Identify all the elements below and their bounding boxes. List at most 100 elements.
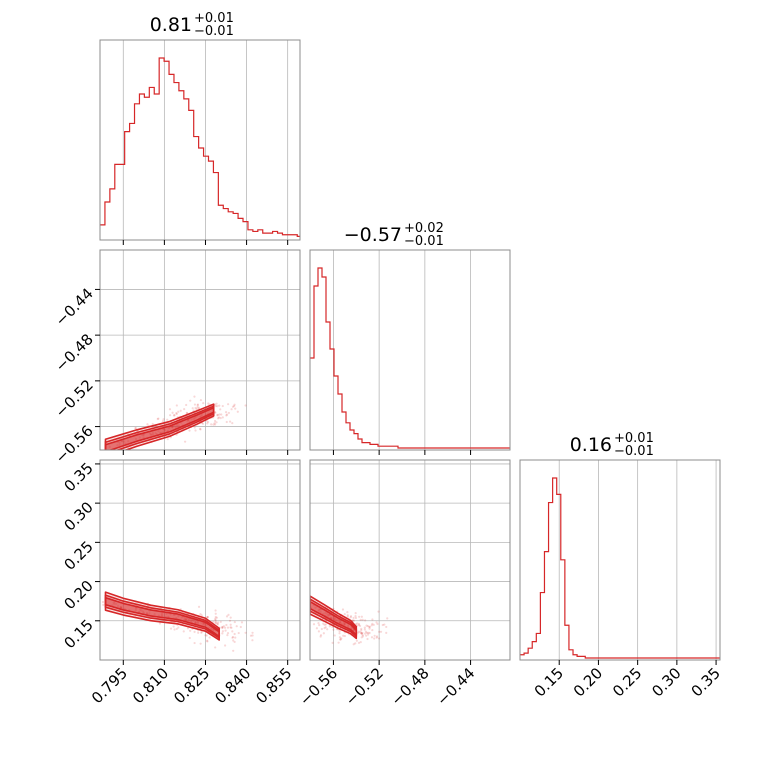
panel-1-0 [104, 395, 247, 450]
scatter-point [229, 626, 232, 629]
scatter-point [231, 630, 234, 633]
scatter-point [120, 606, 123, 609]
y-tick-label: −0.44 [52, 285, 97, 330]
x-tick-label: 0.810 [129, 664, 172, 707]
scatter-point [200, 413, 203, 417]
scatter-point [228, 619, 232, 622]
panel-2-0 [101, 591, 254, 652]
scatter-point [333, 617, 336, 620]
scatter-point [167, 615, 170, 618]
scatter-point [373, 634, 376, 637]
scatter-point [233, 632, 236, 636]
contour-group [104, 596, 220, 638]
panel-2-2 [520, 477, 720, 659]
scatter-point [170, 425, 174, 428]
scatter-point [379, 630, 383, 633]
scatter-point [351, 619, 354, 622]
scatter-point [160, 613, 163, 617]
scatter-point [364, 632, 367, 635]
scatter-point [201, 623, 205, 626]
scatter-point [142, 436, 145, 439]
scatter-point [162, 418, 165, 421]
scatter-point [358, 624, 362, 627]
x-tick-label: 0.35 [688, 664, 724, 700]
tick-layer: −0.56−0.52−0.48−0.440.7950.8100.8250.840… [52, 240, 724, 709]
scatter-point [357, 622, 361, 625]
scatter-point [189, 620, 192, 623]
scatter-point [322, 612, 325, 615]
contour-level [104, 596, 220, 638]
scatter-point [319, 610, 322, 614]
scatter-point [215, 616, 219, 619]
scatter-point [192, 417, 195, 420]
scatter-point [227, 613, 230, 616]
frame-layer [99, 39, 721, 661]
scatter-point [180, 616, 183, 619]
scatter-point [224, 629, 227, 632]
scatter-point [377, 610, 380, 613]
scatter-point [251, 631, 254, 634]
scatter-point [338, 632, 341, 635]
scatter-point [368, 627, 371, 630]
scatter-point [213, 422, 216, 425]
scatter-point [365, 624, 368, 627]
scatter-point [207, 402, 210, 405]
scatter-point [194, 621, 197, 624]
y-tick-label: 0.20 [60, 577, 96, 613]
scatter-point [184, 618, 188, 622]
scatter-point [249, 634, 253, 637]
scatter-point [172, 625, 175, 628]
scatter-point [229, 616, 232, 619]
scatter-point [314, 606, 317, 609]
scatter-point [150, 433, 153, 436]
panel-title: 0.16 +0.01−0.01 [570, 431, 654, 459]
scatter-point [159, 431, 162, 435]
scatter-point [151, 433, 155, 436]
scatter-point [168, 408, 172, 411]
scatter-point [138, 436, 141, 439]
scatter-point [161, 614, 164, 618]
scatter-point [339, 621, 342, 624]
scatter-point [339, 621, 342, 624]
panel-frame [99, 39, 301, 241]
scatter-point [367, 633, 370, 636]
scatter-point [367, 631, 370, 634]
scatter-point [171, 411, 174, 414]
scatter-point [215, 621, 218, 624]
scatter-point [177, 615, 180, 618]
scatter-point [225, 615, 229, 618]
x-tick-label: 0.795 [88, 664, 131, 707]
scatter-point [357, 631, 360, 634]
scatter-point [197, 605, 201, 608]
panel-frame [309, 249, 511, 451]
scatter-point [354, 612, 357, 615]
scatter-point [134, 427, 137, 430]
scatter-point [208, 636, 211, 639]
scatter-point [346, 615, 349, 618]
scatter-point [221, 626, 224, 630]
panel-2-1 [310, 595, 389, 646]
scatter-point [234, 636, 237, 639]
scatter-point [216, 414, 219, 417]
scatter-point [188, 429, 191, 432]
scatter-point [171, 426, 174, 429]
scatter-point [325, 612, 328, 615]
scatter-point [215, 421, 218, 424]
scatter-point [199, 428, 202, 431]
scatter-point [161, 420, 165, 423]
scatter-point [360, 636, 363, 639]
scatter-point [175, 404, 178, 407]
scatter-point [119, 606, 122, 609]
scatter-point [360, 631, 363, 635]
scatter-point [244, 404, 247, 407]
scatter-point [192, 619, 195, 622]
scatter-point [189, 629, 192, 632]
scatter-point [224, 644, 227, 647]
scatter-point [212, 620, 215, 623]
scatter-point [183, 440, 187, 443]
scatter-point [177, 410, 180, 413]
scatter-point [226, 631, 230, 635]
scatter-point [193, 417, 196, 420]
scatter-point [196, 622, 199, 625]
